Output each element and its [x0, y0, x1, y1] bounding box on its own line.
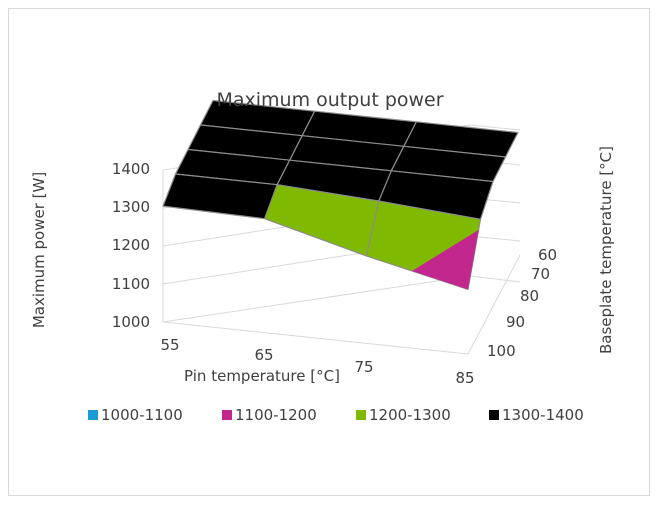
y-tick-label: 60 [538, 246, 557, 264]
chart-frame [8, 8, 650, 496]
z-axis-label: Maximum power [W] [30, 172, 48, 328]
legend: 1000-1100 1100-1200 1200-1300 1300-1400 [88, 406, 584, 424]
z-tick-label: 1100 [112, 275, 150, 293]
chart-title: Maximum output power [216, 89, 443, 111]
legend-swatch [489, 410, 499, 420]
z-tick-label: 1200 [112, 236, 150, 254]
x-axis-ticks: 55 65 75 85 [160, 336, 474, 387]
z-axis-ticks: 1000 1100 1200 1300 1400 [112, 160, 150, 331]
x-tick-label: 85 [455, 369, 474, 387]
legend-swatch [356, 410, 366, 420]
y-tick-label: 100 [487, 342, 516, 360]
legend-label: 1200-1300 [369, 406, 451, 424]
legend-swatch [88, 410, 98, 420]
z-tick-label: 1300 [112, 198, 150, 216]
surface-region-low [412, 229, 479, 290]
legend-label: 1000-1100 [101, 406, 183, 424]
legend-item: 1300-1400 [489, 406, 584, 424]
x-axis-label: Pin temperature [°C] [184, 367, 340, 385]
legend-label: 1100-1200 [235, 406, 317, 424]
y-tick-label: 90 [506, 313, 525, 331]
z-tick-label: 1000 [112, 313, 150, 331]
legend-item: 1000-1100 [88, 406, 183, 424]
legend-item: 1100-1200 [222, 406, 317, 424]
surface-plot [162, 99, 519, 290]
y-axis-label: Baseplate temperature [°C] [597, 146, 615, 354]
y-tick-label: 80 [520, 287, 539, 305]
legend-item: 1200-1300 [356, 406, 451, 424]
z-tick-label: 1400 [112, 160, 150, 178]
x-tick-label: 55 [160, 336, 179, 354]
x-tick-label: 65 [254, 346, 273, 364]
y-tick-label: 70 [531, 265, 550, 283]
y-axis-ticks: 60 70 80 90 100 [487, 246, 557, 360]
x-tick-label: 75 [354, 358, 373, 376]
legend-label: 1300-1400 [502, 406, 584, 424]
legend-swatch [222, 410, 232, 420]
